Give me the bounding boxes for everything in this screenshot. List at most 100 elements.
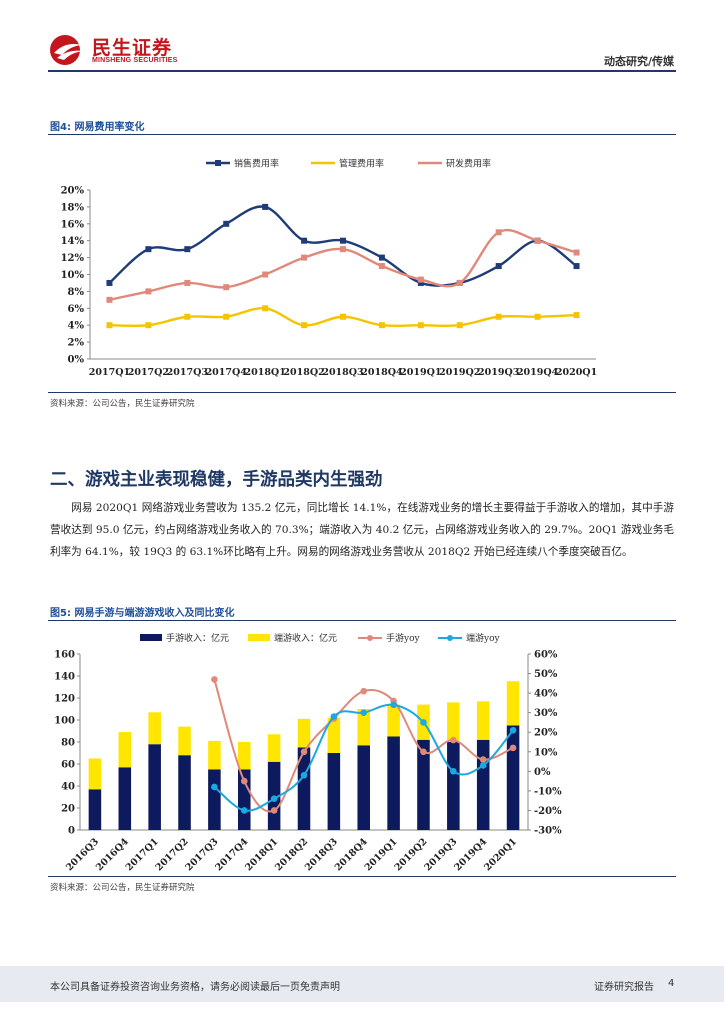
data-point — [184, 279, 191, 286]
legend-label: 端游yoy — [466, 632, 501, 644]
mobile-revenue-bar — [327, 753, 341, 830]
data-point — [534, 237, 541, 244]
report-category: 动态研究/传媒 — [603, 55, 674, 68]
page-header: 民生证券 MINSHENG SECURITIES 动态研究/传媒 — [0, 0, 724, 80]
series-line-1 — [108, 205, 578, 287]
figure4-title: 图4: 网易费用率变化 — [50, 122, 145, 133]
data-point — [417, 279, 424, 286]
logo-name: 民生证券 — [92, 37, 173, 59]
data-point — [340, 237, 346, 244]
pc-revenue-bar — [88, 758, 102, 790]
y-tick-label: 80 — [61, 738, 75, 749]
yoy-point — [509, 744, 517, 752]
yoy-point — [479, 756, 487, 763]
data-point — [262, 305, 269, 312]
x-tick-label: 2020Q1 — [556, 367, 597, 378]
data-point — [262, 203, 269, 210]
game-revenue-chart: 0 20 40 60 80 100 120 140 160 -30% -20% -10% 0% 10% 20… — [54, 632, 562, 873]
legend-label: 研发费用率 — [446, 158, 491, 170]
yoy-point — [390, 701, 397, 709]
mobile-revenue-bar — [237, 769, 251, 830]
x-tick-label: 2019Q1 — [400, 367, 441, 378]
legend-swatch — [140, 634, 162, 641]
x-tick-label: 2017Q3 — [167, 367, 208, 378]
x-tick-label: 2018Q4 — [361, 367, 403, 378]
x-tick-label: 2018Q1 — [244, 367, 285, 378]
mobile-yoy-line — [213, 679, 514, 813]
y-tick-label: 18% — [61, 202, 85, 213]
yoy-point — [509, 726, 517, 734]
pc-revenue-bar — [327, 717, 341, 753]
mobile-revenue-bar — [417, 739, 430, 830]
y-tick-label: 10% — [61, 270, 85, 281]
pc-revenue-bar — [208, 740, 221, 770]
yoy-point — [270, 807, 278, 814]
pc-revenue-bar — [118, 732, 132, 768]
data-point — [106, 279, 113, 286]
section-paragraph: 网易 2020Q1 网络游戏业务营收为 135.2 亿元，同比增长 14.1%，… — [50, 502, 674, 558]
y2-tick-label: -10% — [534, 786, 562, 797]
data-point — [495, 313, 502, 320]
pc-revenue-bar — [506, 681, 520, 726]
y-tick-label: 60 — [61, 760, 75, 771]
legend-label: 管理费用率 — [339, 158, 384, 170]
legend-label: 手游yoy — [386, 632, 421, 644]
legend-label: 端游收入：亿元 — [274, 632, 337, 644]
data-point — [184, 246, 191, 253]
x-tick-label: 2017Q1 — [89, 367, 130, 378]
data-point — [145, 246, 152, 253]
header-rule — [48, 70, 676, 72]
yoy-point — [211, 676, 218, 683]
data-point — [301, 322, 308, 329]
data-point — [106, 322, 113, 329]
data-point — [456, 279, 463, 286]
data-point — [378, 263, 385, 270]
mobile-revenue-bar — [506, 725, 520, 830]
figure4-bottom-rule — [48, 392, 676, 393]
section-heading: 二、游戏主业表现稳健，手游品类内生强劲 — [50, 470, 383, 490]
mobile-revenue-bar — [148, 744, 161, 830]
figure5-source: 资料来源：公司公告，民生证券研究院 — [50, 883, 195, 893]
data-point — [573, 263, 580, 270]
y-tick-label: 160 — [54, 650, 75, 661]
data-point — [340, 313, 346, 320]
data-point — [223, 284, 230, 291]
figure5-rule — [48, 620, 676, 621]
x-tick-label: 2019Q3 — [478, 367, 519, 378]
yoy-point — [420, 719, 427, 726]
x-tick-label: 2017Q2 — [128, 367, 169, 378]
pc-revenue-bar — [447, 702, 460, 742]
y2-tick-label: 0% — [534, 767, 551, 778]
pc-revenue-bar — [476, 701, 490, 740]
data-point — [378, 254, 385, 261]
mobile-revenue-bar — [387, 736, 400, 830]
data-point — [301, 237, 308, 244]
yoy-point — [240, 807, 248, 814]
y-tick-label: 12% — [61, 253, 85, 264]
mobile-revenue-bar — [476, 739, 490, 830]
data-point — [573, 312, 580, 319]
mobile-revenue-bar — [88, 789, 102, 830]
data-point — [145, 322, 152, 329]
data-point — [223, 313, 230, 320]
pc-revenue-bar — [357, 709, 371, 746]
minsheng-logo-icon — [50, 35, 84, 65]
legend-marker — [367, 635, 373, 641]
data-point — [184, 313, 191, 320]
y2-tick-label: 10% — [534, 747, 558, 758]
data-point — [340, 246, 346, 253]
data-point — [417, 276, 424, 283]
x-tick-label: 2018Q2 — [283, 367, 324, 378]
data-point — [534, 313, 541, 320]
y-tick-label: 8% — [68, 287, 85, 298]
data-point — [495, 263, 502, 270]
y2-tick-label: 20% — [534, 728, 558, 739]
data-point — [495, 229, 502, 236]
pc-revenue-bar — [387, 704, 400, 737]
yoy-point — [240, 777, 248, 785]
pc-revenue-bar — [237, 742, 251, 770]
y2-tick-label: 30% — [534, 708, 558, 719]
y2-tick-label: 50% — [534, 669, 558, 680]
x-tick-label: 2017Q4 — [206, 367, 248, 378]
page-number: 4 — [668, 978, 675, 989]
